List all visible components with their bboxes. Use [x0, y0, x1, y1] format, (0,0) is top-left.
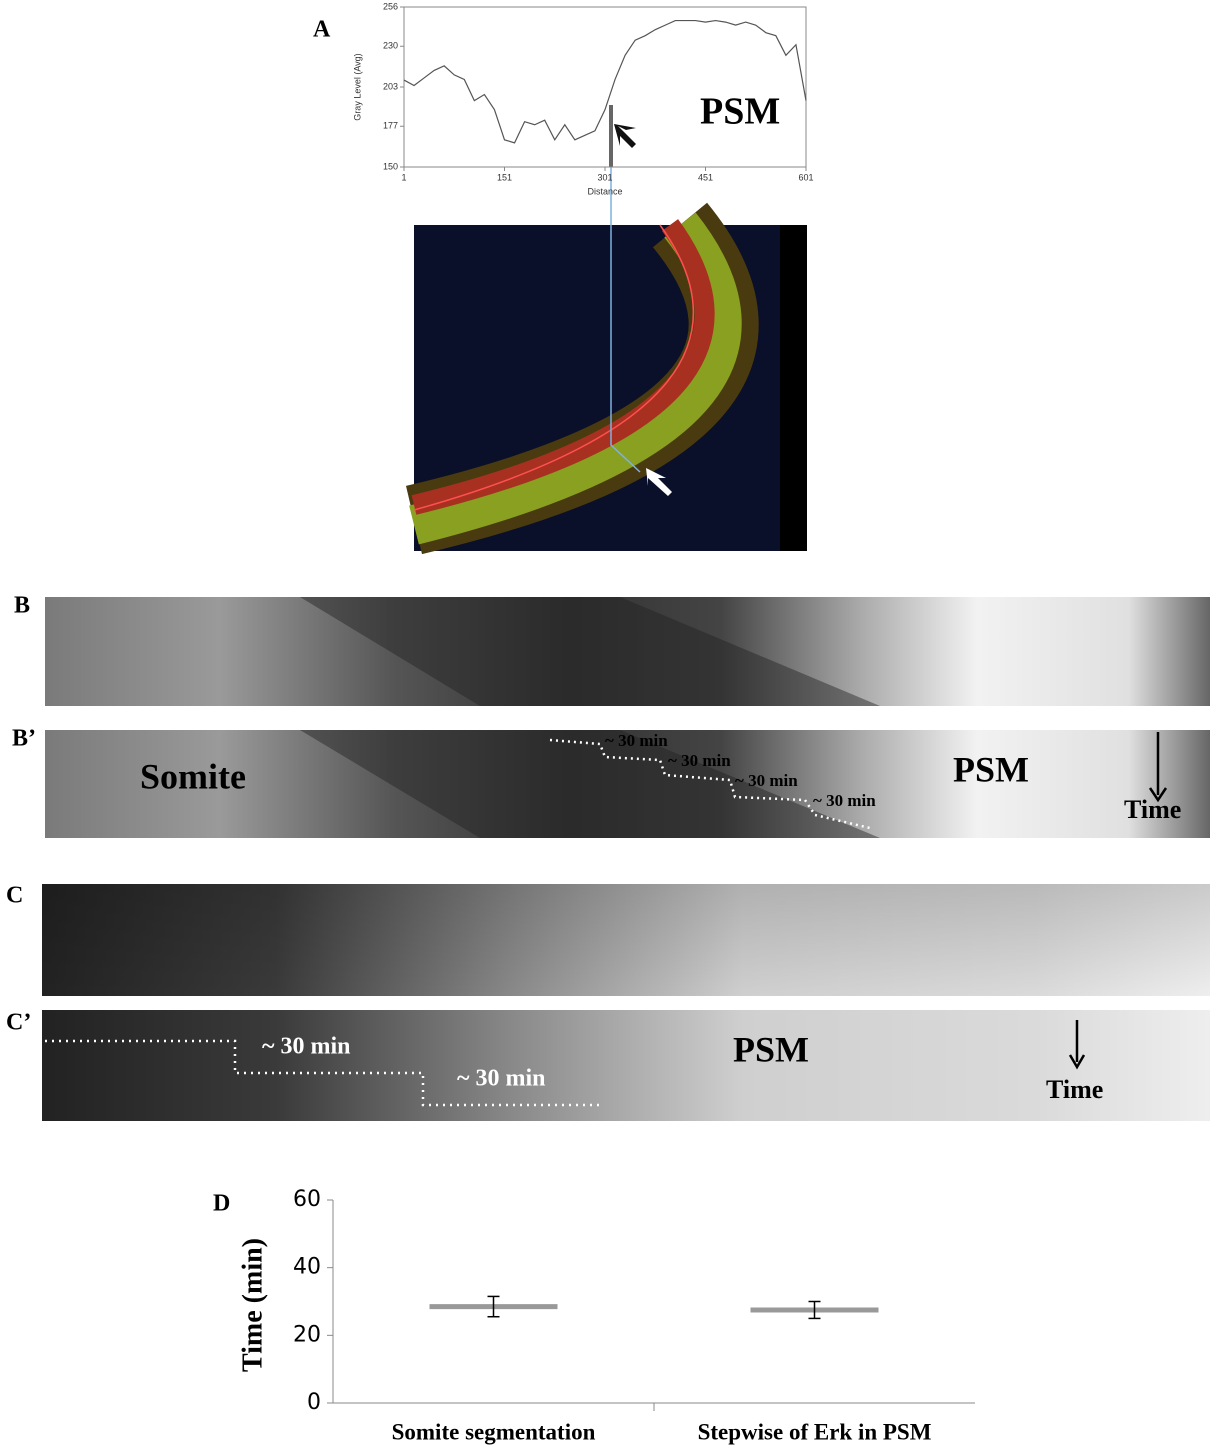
annotation: PSM: [733, 1029, 809, 1069]
annotation: PSM: [953, 749, 1029, 789]
dotted-line: [45, 1039, 600, 1107]
y-tick-label: 20: [293, 1322, 321, 1347]
dark-band: [300, 730, 880, 838]
y-tick-label: 177: [383, 121, 398, 131]
y-tick-label: 150: [383, 161, 398, 171]
annotation: ~ 30 min: [457, 1066, 546, 1092]
dark-band: [300, 597, 880, 706]
panel-letter: B: [14, 593, 30, 619]
plot-frame: [403, 6, 807, 168]
y-tick-label: 60: [293, 1187, 321, 1212]
white-arrow: [646, 468, 672, 496]
micrograph-edge: [780, 225, 807, 551]
y-tick-label: 256: [383, 1, 398, 11]
kymograph-c-prime: [42, 1010, 1210, 1121]
x-tick-label: 601: [798, 172, 813, 182]
x-tick-label: 1: [401, 172, 406, 182]
annotation: ~ 30 min: [813, 791, 876, 810]
x-tick-label: 301: [597, 172, 612, 182]
x-tick-label: Stepwise of Erk in PSM: [698, 1419, 932, 1444]
annotation: ~ 30 min: [605, 731, 668, 750]
y-tick-label: 203: [383, 81, 398, 91]
time-arrow-head: [1068, 1054, 1086, 1070]
annotation: ~ 30 min: [668, 751, 731, 770]
annotation: ~ 30 min: [262, 1034, 351, 1060]
trace-line: [413, 224, 695, 511]
black-arrow: [614, 124, 636, 148]
y-tick-label: 0: [307, 1390, 321, 1415]
kymograph-b-prime: [45, 730, 1210, 838]
annotation: PSM: [700, 91, 780, 133]
data-line: [403, 19, 807, 144]
y-tick-label: 40: [293, 1255, 321, 1280]
annotation: Time: [1124, 795, 1181, 824]
kymograph-b: [45, 597, 1210, 706]
panel-letter: C’: [6, 1010, 31, 1036]
panel-letter: D: [213, 1191, 230, 1217]
x-axis-label: Distance: [587, 186, 622, 196]
x-tick-label: Somite segmentation: [392, 1419, 596, 1444]
tissue-red: [411, 219, 715, 515]
y-tick-label: 230: [383, 41, 398, 51]
x-tick-label: 451: [698, 172, 713, 182]
annotation: ~ 30 min: [735, 771, 798, 790]
marker-bar: [609, 105, 613, 167]
y-axis-label: Gray Level (Avg): [352, 53, 362, 120]
tissue-green: [409, 212, 742, 545]
annotation: Somite: [140, 756, 246, 796]
y-axis-label: Time (min): [237, 1238, 268, 1372]
kymograph-shade: [42, 884, 1210, 996]
panel-letter: B’: [12, 726, 36, 752]
annotation: Time: [1046, 1075, 1103, 1104]
panel-letter: A: [313, 17, 331, 43]
panel-letter: C: [6, 883, 23, 909]
time-arrow-head: [1148, 787, 1168, 803]
profile-link: [610, 167, 641, 473]
x-tick-label: 151: [497, 172, 512, 182]
